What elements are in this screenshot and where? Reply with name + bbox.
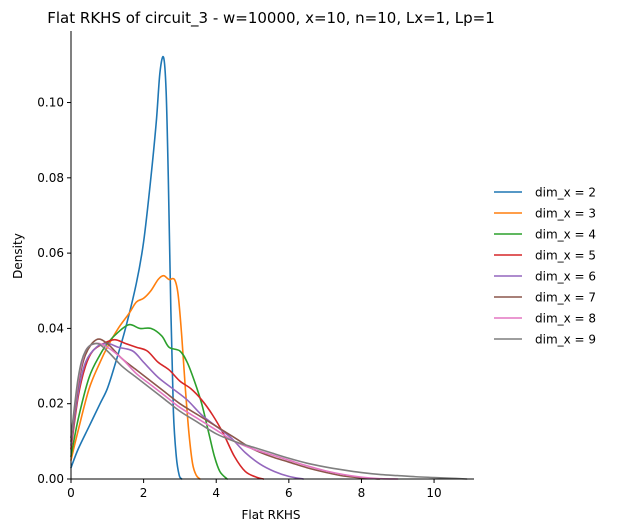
x-tick-label: 4 (212, 486, 220, 500)
y-tick-label: 0.04 (37, 321, 64, 335)
legend-label: dim_x = 7 (535, 291, 596, 305)
x-tick-label: 0 (67, 486, 75, 500)
y-tick-label: 0.02 (37, 397, 64, 411)
chart-title: Flat RKHS of circuit_3 - w=10000, x=10, … (47, 9, 494, 28)
series-line-8 (70, 342, 468, 480)
y-axis-label: Density (11, 233, 25, 279)
axes: 0 2 4 6 8 10 0.00 0.02 0.04 0.06 0.08 0.10 (37, 31, 474, 500)
x-tick-label: 10 (426, 486, 441, 500)
x-tick-label: 8 (358, 486, 366, 500)
x-axis-label: Flat RKHS (242, 508, 301, 522)
legend-label: dim_x = 5 (535, 249, 596, 263)
legend-label: dim_x = 2 (535, 186, 596, 200)
legend-label: dim_x = 6 (535, 270, 596, 284)
y-tick-label: 0.08 (37, 171, 64, 185)
x-tick-label: 6 (285, 486, 293, 500)
x-tick-label: 2 (140, 486, 148, 500)
y-tick-label: 0.00 (37, 472, 64, 486)
y-tick-label: 0.06 (37, 246, 64, 260)
legend-label: dim_x = 8 (535, 312, 596, 326)
series-line-2 (70, 274, 201, 480)
legend-label: dim_x = 9 (535, 333, 596, 347)
plot-area (70, 55, 468, 480)
y-tick-label: 0.10 (37, 96, 64, 110)
series-line-3 (70, 323, 228, 480)
legend: dim_x = 2 dim_x = 3 dim_x = 4 dim_x = 5 dim_… (494, 186, 596, 347)
legend-label: dim_x = 3 (535, 207, 596, 221)
series-line-6 (70, 338, 381, 480)
series-line-5 (70, 342, 305, 480)
legend-label: dim_x = 4 (535, 228, 596, 242)
series-line-4 (70, 338, 265, 480)
series-line-1 (70, 55, 183, 480)
series-line-7 (70, 342, 399, 480)
